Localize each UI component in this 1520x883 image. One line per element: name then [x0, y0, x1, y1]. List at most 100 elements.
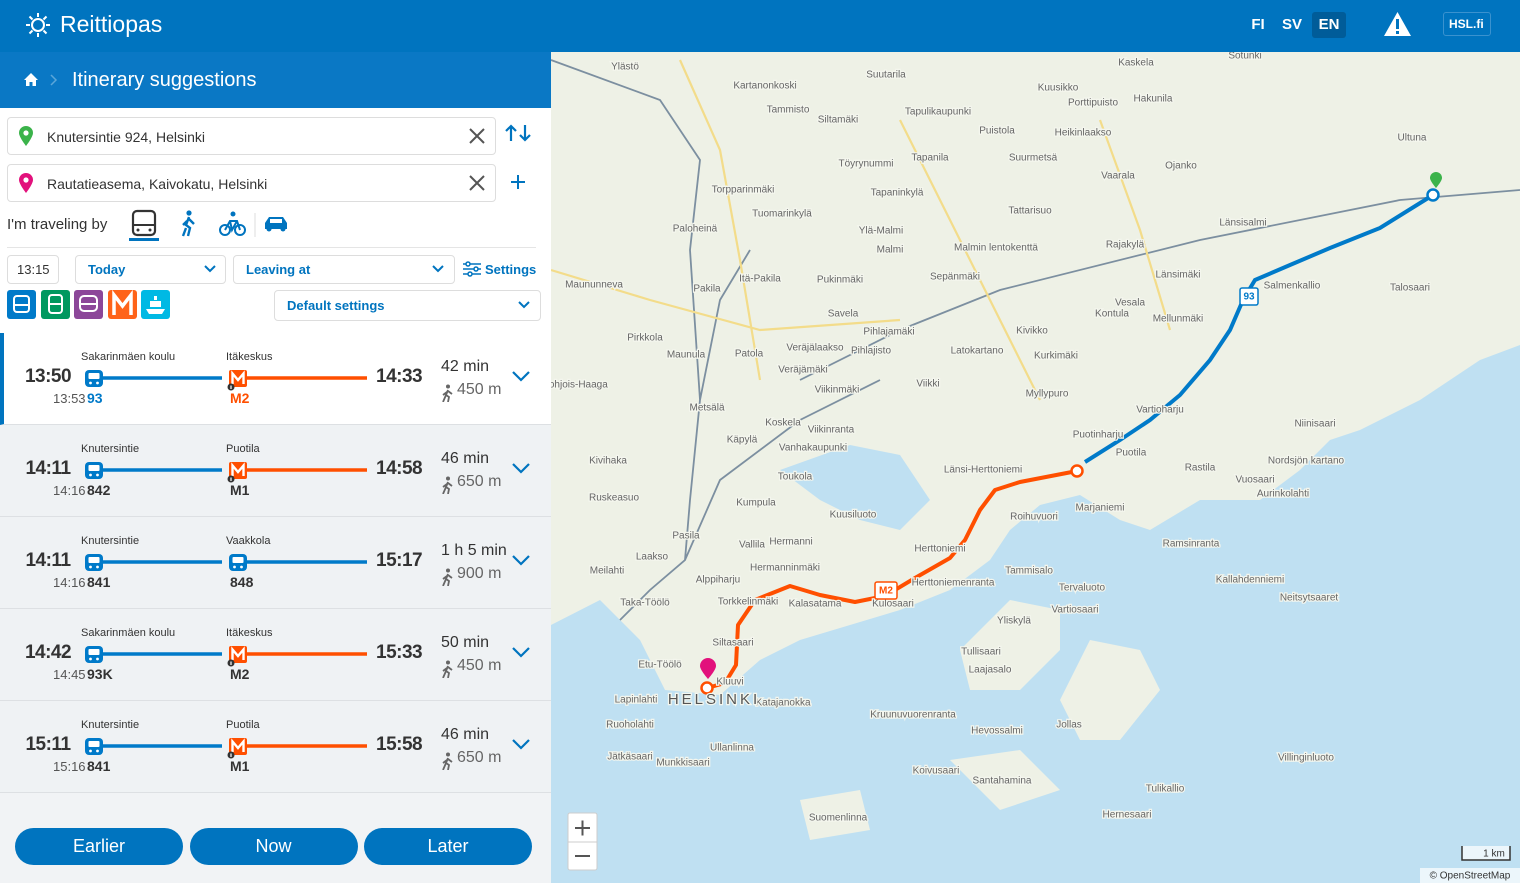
map-label: Munkkisaari — [656, 758, 709, 769]
end-time: 15:33 — [376, 642, 423, 663]
page-title: Itinerary suggestions — [72, 69, 257, 91]
map-label: Pihlajamäki — [863, 327, 914, 338]
add-via[interactable] — [509, 173, 527, 191]
duration: 46 min — [441, 726, 490, 743]
walk-icon — [442, 476, 453, 494]
route-label: 93 — [1243, 292, 1255, 303]
dropdown-arrow — [518, 301, 530, 309]
route-badge — [874, 581, 898, 600]
mode-tabs-part — [129, 238, 159, 241]
walk-icon — [442, 384, 453, 402]
time-mode-select[interactable]: Leaving at — [233, 255, 455, 284]
itinerary-row[interactable]: 14:11 Knutersintie 14:16 841 Vaakkola 848 15:1… — [0, 517, 551, 609]
map[interactable]: Ylästö Suutarila Kaskela Sotunki Kartanonkos… — [551, 52, 1520, 883]
brand[interactable]: Reittiopas — [60, 11, 163, 37]
alert-icon[interactable] — [1383, 11, 1412, 37]
clear-origin[interactable] — [468, 127, 486, 145]
attribution[interactable]: © OpenStreetMap — [1430, 871, 1511, 882]
pagination-button[interactable]: Earlier — [15, 828, 183, 865]
itinerary-row[interactable]: 15:11 Knutersintie 15:16 841 Puotila M1 15:58 4… — [0, 701, 551, 793]
bus-line: 841 — [87, 758, 111, 774]
leg-graphic-part-part — [240, 565, 243, 569]
transfer-stop: Puotila — [226, 719, 260, 731]
clear-destination[interactable] — [468, 174, 486, 192]
map-label: Ullanlinna — [710, 743, 754, 754]
itinerary-row[interactable]: 14:11 Knutersintie 14:16 842 Puotila M1 14:58 4… — [0, 425, 551, 517]
mode-tabs-part — [219, 224, 231, 236]
expand-chevron[interactable] — [511, 646, 531, 660]
leg-graphic — [85, 370, 367, 391]
settings-button[interactable]: Settings — [485, 262, 537, 277]
duration: 1 h 5 min — [441, 542, 507, 559]
time-input[interactable]: 13:15 — [7, 255, 59, 284]
route-label: M2 — [879, 586, 893, 597]
mode-tabs-part — [280, 226, 286, 232]
walk-icon-part — [442, 481, 453, 494]
walk-icon-part — [446, 384, 450, 389]
dropdown-arrow — [204, 265, 216, 273]
bus-time: 15:16 — [53, 759, 86, 774]
leg-graphic-part — [227, 738, 247, 759]
leg-graphic-part — [229, 554, 247, 571]
mode-tabs[interactable] — [128, 209, 298, 241]
lang-en[interactable]: EN — [1312, 12, 1346, 38]
hsl-link[interactable]: HSL.fi — [1443, 12, 1491, 36]
expand-chevron[interactable] — [511, 554, 531, 568]
map-label: Puistola — [979, 126, 1015, 137]
settings-icon[interactable] — [462, 261, 482, 277]
mode-tabs-part — [131, 209, 157, 237]
map-label: Tammisto — [767, 105, 810, 116]
leg-graphic-part-part — [89, 565, 92, 569]
transfer-stop: Puotila — [226, 443, 260, 455]
chevron-part — [50, 74, 58, 86]
dropdown-arrow-part — [518, 301, 530, 309]
walk-icon-part — [446, 752, 450, 757]
map-label: Kurkimäki — [1034, 351, 1078, 362]
walk-icon-part — [442, 757, 453, 770]
pagination-button[interactable]: Later — [364, 828, 532, 865]
map-label: Tapaninkylä — [871, 188, 924, 199]
map-label: Suomenlinna — [809, 813, 868, 824]
logo-icon-part-part — [42, 15, 48, 21]
map-label: Pirkkola — [627, 333, 663, 344]
map-label: Siltamäki — [818, 115, 859, 126]
settings-profile-select[interactable]: Default settings — [274, 290, 541, 321]
itinerary-row[interactable]: 14:42 Sakarinmäen koulu 14:45 93K Itäkeskus M… — [0, 609, 551, 701]
start-time: 13:50 — [24, 366, 72, 387]
map-label: Viikinranta — [808, 425, 855, 436]
transport-mode-toggles[interactable] — [6, 289, 171, 320]
home-icon-part — [24, 73, 38, 86]
destination-input[interactable]: Rautatieasema, Kaivokatu, Helsinki — [7, 164, 496, 202]
map-label: Vallila — [739, 540, 765, 551]
map-label: Hernesaari — [1103, 810, 1152, 821]
lang-sv[interactable]: SV — [1281, 16, 1302, 33]
second-line: M1 — [230, 758, 250, 774]
home-icon[interactable] — [23, 72, 39, 87]
map-label: Koskela — [765, 418, 801, 429]
expand-chevron[interactable] — [511, 738, 531, 752]
swap-button[interactable] — [503, 123, 533, 143]
origin-input[interactable]: Knutersintie 924, Helsinki — [7, 117, 496, 155]
end-time: 15:58 — [376, 734, 423, 755]
map-label: Neitsytsaaret — [1280, 593, 1339, 604]
expand-chevron[interactable] — [511, 462, 531, 476]
map-label: Porttipuisto — [1068, 98, 1118, 109]
map-label: Sepänmäki — [930, 272, 980, 283]
lang-fi[interactable]: FI — [1251, 16, 1265, 33]
destination-pin — [19, 173, 33, 193]
expand-chevron[interactable] — [511, 370, 531, 384]
leg-graphic-part — [227, 646, 247, 667]
pagination-button[interactable]: Now — [189, 828, 358, 865]
map-label: Myllypuro — [1026, 389, 1069, 400]
map-label: Viikinmäki — [815, 385, 860, 396]
zoom-in[interactable] — [575, 820, 590, 836]
date-select[interactable]: Today — [75, 255, 226, 284]
leg-graphic-part — [85, 462, 103, 479]
map-label: Savela — [828, 309, 859, 320]
itinerary-row[interactable]: 13:50 Sakarinmäen koulu 13:53 93 Itäkeskus M2… — [0, 333, 551, 425]
duration: 50 min — [441, 634, 490, 651]
mode-tabs-part — [230, 211, 236, 217]
map-label: Patola — [735, 349, 764, 360]
transport-mode-toggles-part — [150, 301, 161, 307]
settings-icon-part — [467, 271, 473, 277]
